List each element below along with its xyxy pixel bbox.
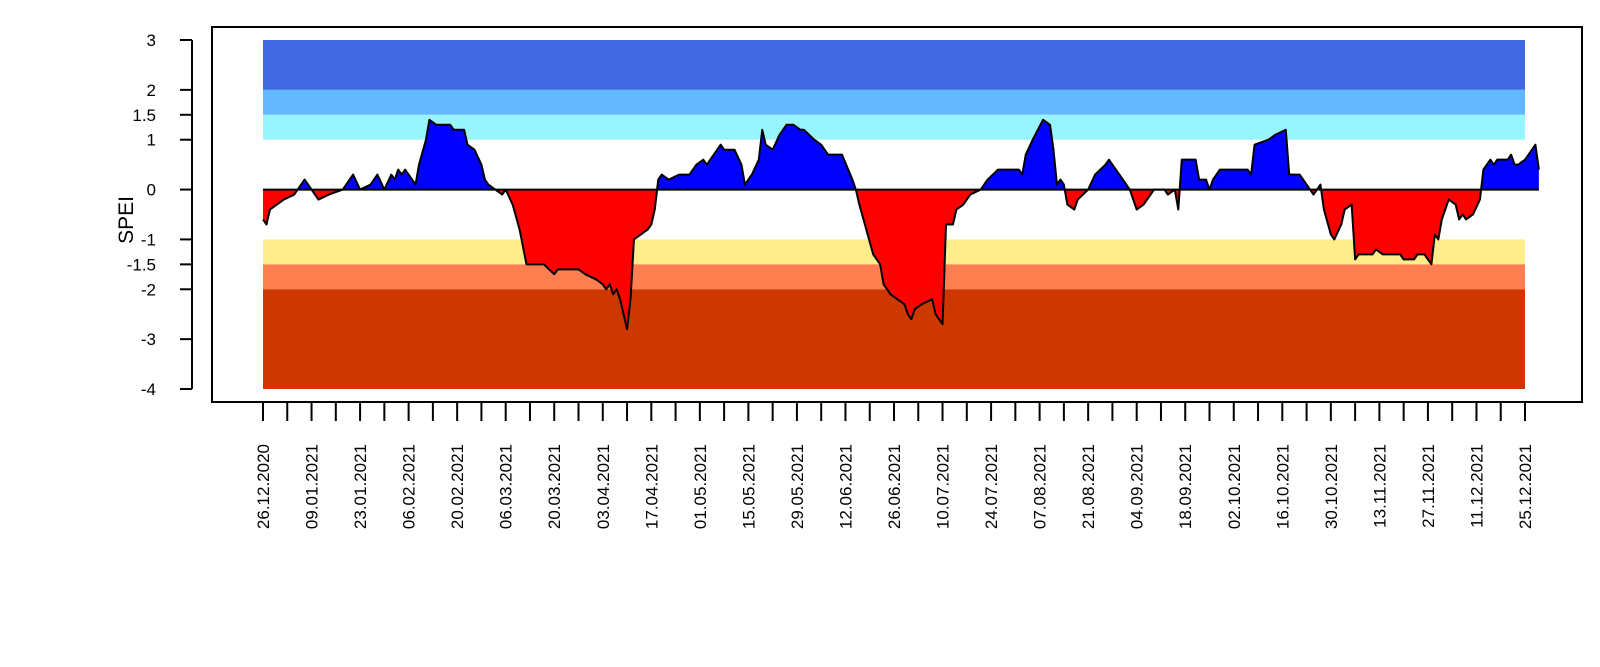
y-axis: 3 2 1.5 1 0 -1 -1.5 -2 -3 -4 — [127, 31, 193, 399]
spei-area — [262, 118, 1540, 331]
x-tick-label: 09.01.2021 — [303, 444, 322, 529]
plot-border — [211, 26, 1583, 403]
x-tick-label: 26.06.2021 — [885, 444, 904, 529]
x-tick-label: 01.05.2021 — [691, 444, 710, 529]
x-tick-label: 30.10.2021 — [1322, 444, 1341, 529]
x-tick-label: 06.02.2021 — [400, 444, 419, 529]
band-1_5-to-2 — [263, 89, 1525, 115]
y-tick-label: -1.5 — [127, 255, 156, 274]
x-tick-label: 17.04.2021 — [642, 444, 661, 529]
y-tick-label: 1.5 — [132, 106, 156, 125]
x-tick-label: 23.01.2021 — [351, 444, 370, 529]
x-tick-label: 13.11.2021 — [1370, 444, 1389, 528]
x-tick-label: 25.12.2021 — [1516, 444, 1535, 529]
x-tick-label: 02.10.2021 — [1225, 444, 1244, 529]
plot-frame — [211, 26, 1583, 403]
x-tick-label: 27.11.2021 — [1419, 444, 1438, 528]
x-tick-label: 18.09.2021 — [1176, 444, 1195, 529]
y-tick-label: 1 — [147, 131, 156, 150]
x-tick-label: 24.07.2021 — [982, 444, 1001, 529]
band--4-to--2 — [263, 289, 1525, 389]
x-axis: 26.12.2020 09.01.2021 23.01.2021 06.02.2021… — [254, 403, 1535, 529]
spei-positive-fill — [297, 119, 1539, 190]
x-tick-label: 20.03.2021 — [545, 444, 564, 529]
x-tick-label: 12.06.2021 — [836, 444, 855, 529]
y-tick-label: -1 — [141, 230, 156, 249]
y-tick-label: -4 — [141, 380, 156, 399]
y-tick-label: 0 — [147, 181, 156, 200]
x-tick-label: 03.04.2021 — [594, 444, 613, 529]
x-tick-label: 06.03.2021 — [497, 444, 516, 529]
x-tick-label: 10.07.2021 — [934, 444, 953, 529]
y-tick-label: 2 — [147, 81, 156, 100]
x-tick-label: 15.05.2021 — [739, 444, 758, 529]
x-tick-label: 07.08.2021 — [1031, 444, 1050, 529]
y-tick-label: -2 — [141, 280, 156, 299]
band-1-to-1_5 — [263, 114, 1525, 140]
x-tick-label: 21.08.2021 — [1079, 444, 1098, 529]
x-tick-label: 20.02.2021 — [448, 444, 467, 529]
spei-negative-fill — [263, 189, 1482, 330]
y-axis-title: SPEI — [115, 196, 138, 244]
y-tick-label: 3 — [147, 31, 156, 50]
x-tick-label: 11.12.2021 — [1467, 444, 1486, 528]
band-2-to-3 — [263, 40, 1525, 90]
x-tick-label: 26.12.2020 — [254, 444, 273, 529]
spei-series-line — [262, 118, 1540, 331]
x-tick-label: 29.05.2021 — [788, 444, 807, 529]
x-tick-label: 16.10.2021 — [1273, 444, 1292, 529]
x-tick-label: 04.09.2021 — [1128, 444, 1147, 529]
y-tick-label: -3 — [141, 330, 156, 349]
